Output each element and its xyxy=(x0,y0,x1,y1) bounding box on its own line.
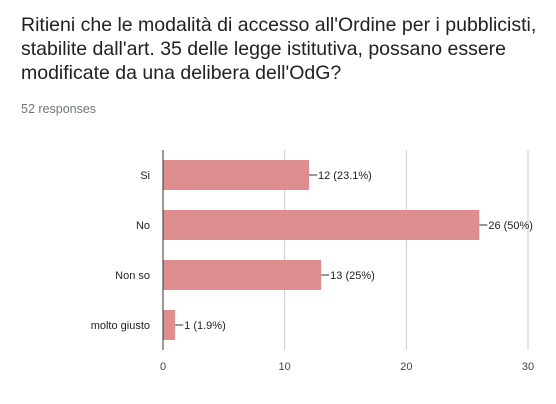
category-label: Si xyxy=(140,170,150,182)
bar xyxy=(163,260,322,290)
x-tick-label: 20 xyxy=(400,361,412,373)
data-label: 26 (50%) xyxy=(488,220,533,232)
category-label: molto giusto xyxy=(91,320,150,332)
x-tick-label: 0 xyxy=(160,361,166,373)
x-tick-label: 10 xyxy=(279,361,291,373)
bar xyxy=(163,210,480,240)
data-label: 12 (23.1%) xyxy=(318,170,372,182)
data-label: 13 (25%) xyxy=(330,270,375,282)
bar xyxy=(163,160,309,190)
category-label: No xyxy=(136,220,150,232)
data-label: 1 (1.9%) xyxy=(184,320,226,332)
category-label: Non so xyxy=(115,270,150,282)
bar xyxy=(163,310,176,340)
question-title: Ritieni che le modalità di accesso all'O… xyxy=(21,14,537,84)
response-count: 52 responses xyxy=(21,102,97,116)
x-tick-label: 30 xyxy=(522,361,534,373)
